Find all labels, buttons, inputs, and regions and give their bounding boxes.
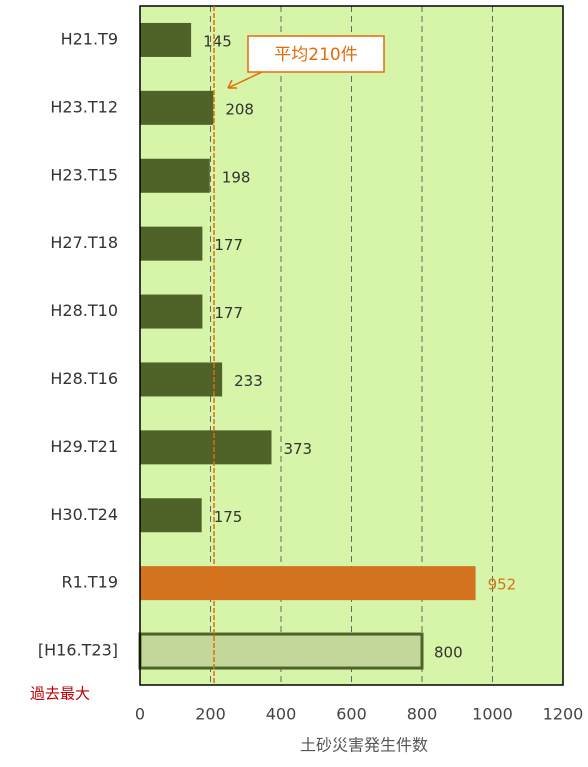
bar [140,158,210,193]
data-label: 952 [488,576,517,594]
y-tick-label: H21.T9 [61,29,118,48]
annotation-arrow [227,71,263,89]
data-label: 177 [214,304,243,322]
annotation-text: 平均210件 [274,45,357,65]
y-tick-label: [H16.T23] [38,641,118,660]
data-label: 177 [214,236,243,254]
note: 過去最大 [30,685,90,703]
y-tick-label: H28.T16 [50,369,118,388]
y-tick-label: H23.T12 [50,97,118,116]
bar [138,632,424,670]
bar [140,226,203,261]
y-tick-label: H23.T15 [50,165,118,184]
y-tick-label: H28.T10 [50,301,118,320]
data-label: 208 [225,100,254,118]
data-label: 373 [283,440,312,458]
bar [140,294,203,329]
data-label: 198 [222,168,251,186]
y-tick-label: R1.T19 [61,573,118,592]
data-label: 175 [214,508,243,526]
x-tick-label: 400 [266,705,297,724]
x-tick-label: 1000 [472,705,513,724]
data-label: 800 [434,644,463,662]
bar [140,498,202,533]
data-label: 145 [203,32,232,50]
x-tick-label: 0 [135,705,145,724]
bar [140,430,272,465]
bar [140,22,192,57]
x-tick-label: 200 [195,705,226,724]
y-tick-label: H27.T18 [50,233,118,252]
x-tick-label: 600 [336,705,367,724]
y-tick-label: H30.T24 [50,505,118,524]
x-axis-title: 土砂災害発生件数 [300,736,428,755]
y-tick-label: H29.T21 [50,437,118,456]
x-tick-label: 1200 [543,705,584,724]
bar [140,566,476,601]
bar [140,362,223,397]
data-label: 233 [234,372,263,390]
x-tick-label: 800 [407,705,438,724]
bar [140,90,214,125]
annotation-box [247,35,385,73]
plot-frame [139,5,564,686]
